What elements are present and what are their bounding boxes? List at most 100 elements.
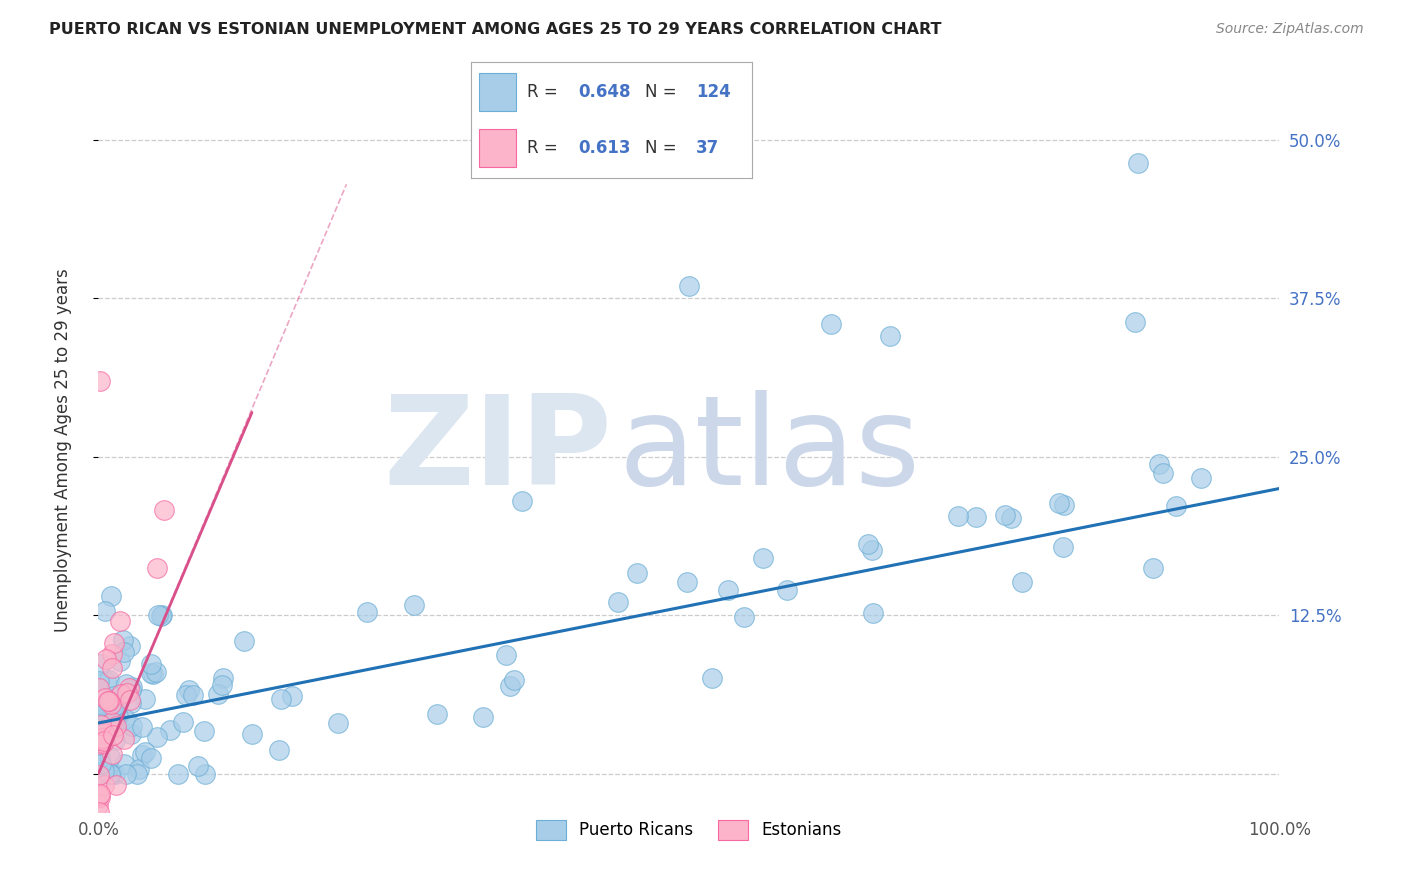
Puerto Ricans [91, 712, 114, 726]
Puerto Ricans [211, 678, 233, 692]
Puerto Ricans [104, 732, 127, 747]
Puerto Ricans [142, 667, 165, 681]
Puerto Ricans [626, 566, 648, 580]
Puerto Ricans [115, 766, 138, 780]
Puerto Ricans [174, 688, 197, 702]
Puerto Ricans [503, 673, 526, 687]
Puerto Ricans [207, 687, 229, 701]
Puerto Ricans [426, 706, 449, 721]
Puerto Ricans [100, 766, 122, 780]
Puerto Ricans [90, 766, 112, 780]
Puerto Ricans [167, 766, 190, 780]
Estonians [90, 718, 112, 732]
Puerto Ricans [820, 317, 842, 331]
Puerto Ricans [98, 750, 121, 764]
Puerto Ricans [1000, 510, 1022, 524]
Puerto Ricans [187, 759, 209, 773]
Puerto Ricans [159, 723, 181, 738]
Puerto Ricans [128, 762, 150, 776]
Puerto Ricans [1147, 457, 1170, 471]
Puerto Ricans [148, 607, 170, 622]
Estonians [91, 736, 114, 750]
Puerto Ricans [965, 510, 987, 524]
Puerto Ricans [101, 701, 124, 715]
Puerto Ricans [717, 583, 740, 598]
Puerto Ricans [120, 683, 142, 698]
Puerto Ricans [114, 712, 136, 726]
Estonians [118, 681, 141, 696]
Text: 0.613: 0.613 [578, 138, 630, 157]
Puerto Ricans [404, 599, 426, 613]
Puerto Ricans [145, 665, 167, 679]
Puerto Ricans [211, 671, 233, 685]
Puerto Ricans [100, 702, 122, 716]
Puerto Ricans [120, 727, 142, 741]
Puerto Ricans [1011, 575, 1033, 590]
Puerto Ricans [89, 766, 111, 780]
Puerto Ricans [94, 705, 117, 719]
Puerto Ricans [172, 715, 194, 730]
Puerto Ricans [994, 508, 1017, 522]
Puerto Ricans [94, 604, 117, 618]
Text: 37: 37 [696, 138, 720, 157]
Puerto Ricans [104, 698, 127, 712]
Estonians [110, 687, 132, 701]
Puerto Ricans [90, 756, 112, 771]
Puerto Ricans [139, 657, 162, 671]
Puerto Ricans [1164, 499, 1187, 513]
Puerto Ricans [194, 766, 217, 780]
Text: R =: R = [527, 83, 558, 101]
Estonians [93, 726, 115, 740]
Puerto Ricans [98, 766, 121, 780]
Puerto Ricans [103, 716, 125, 731]
Puerto Ricans [177, 683, 200, 698]
Puerto Ricans [1052, 541, 1074, 555]
Puerto Ricans [606, 595, 628, 609]
Puerto Ricans [94, 701, 117, 715]
Estonians [103, 635, 125, 649]
Estonians [114, 731, 136, 746]
Estonians [89, 374, 111, 388]
Puerto Ricans [134, 745, 156, 759]
Puerto Ricans [1142, 561, 1164, 575]
Estonians [120, 692, 142, 706]
Estonians [97, 693, 120, 707]
Puerto Ricans [776, 582, 799, 597]
Puerto Ricans [860, 543, 883, 558]
Puerto Ricans [125, 766, 148, 780]
Estonians [87, 805, 110, 819]
Puerto Ricans [879, 329, 901, 343]
Puerto Ricans [89, 756, 111, 770]
Estonians [101, 661, 124, 675]
Puerto Ricans [90, 703, 112, 717]
Puerto Ricans [93, 727, 115, 741]
Puerto Ricans [90, 657, 112, 671]
Puerto Ricans [862, 606, 884, 620]
Puerto Ricans [93, 699, 115, 714]
Puerto Ricans [267, 743, 290, 757]
Puerto Ricans [91, 762, 114, 776]
Estonians [100, 697, 122, 711]
Puerto Ricans [356, 605, 378, 619]
Puerto Ricans [100, 715, 122, 730]
Puerto Ricans [328, 715, 350, 730]
Text: Source: ZipAtlas.com: Source: ZipAtlas.com [1216, 22, 1364, 37]
Estonians [87, 768, 110, 782]
Estonians [94, 691, 117, 706]
Puerto Ricans [495, 648, 517, 663]
Legend: Puerto Ricans, Estonians: Puerto Ricans, Estonians [529, 814, 849, 847]
Puerto Ricans [107, 709, 129, 723]
Puerto Ricans [111, 632, 134, 647]
Estonians [89, 789, 111, 804]
Puerto Ricans [193, 723, 215, 738]
Estonians [87, 789, 110, 803]
Puerto Ricans [150, 607, 173, 622]
Puerto Ricans [1126, 155, 1149, 169]
Puerto Ricans [471, 709, 494, 723]
Puerto Ricans [678, 278, 700, 293]
Puerto Ricans [280, 689, 302, 703]
Puerto Ricans [676, 574, 699, 589]
Puerto Ricans [270, 691, 292, 706]
Puerto Ricans [112, 644, 135, 658]
Puerto Ricans [121, 719, 143, 733]
